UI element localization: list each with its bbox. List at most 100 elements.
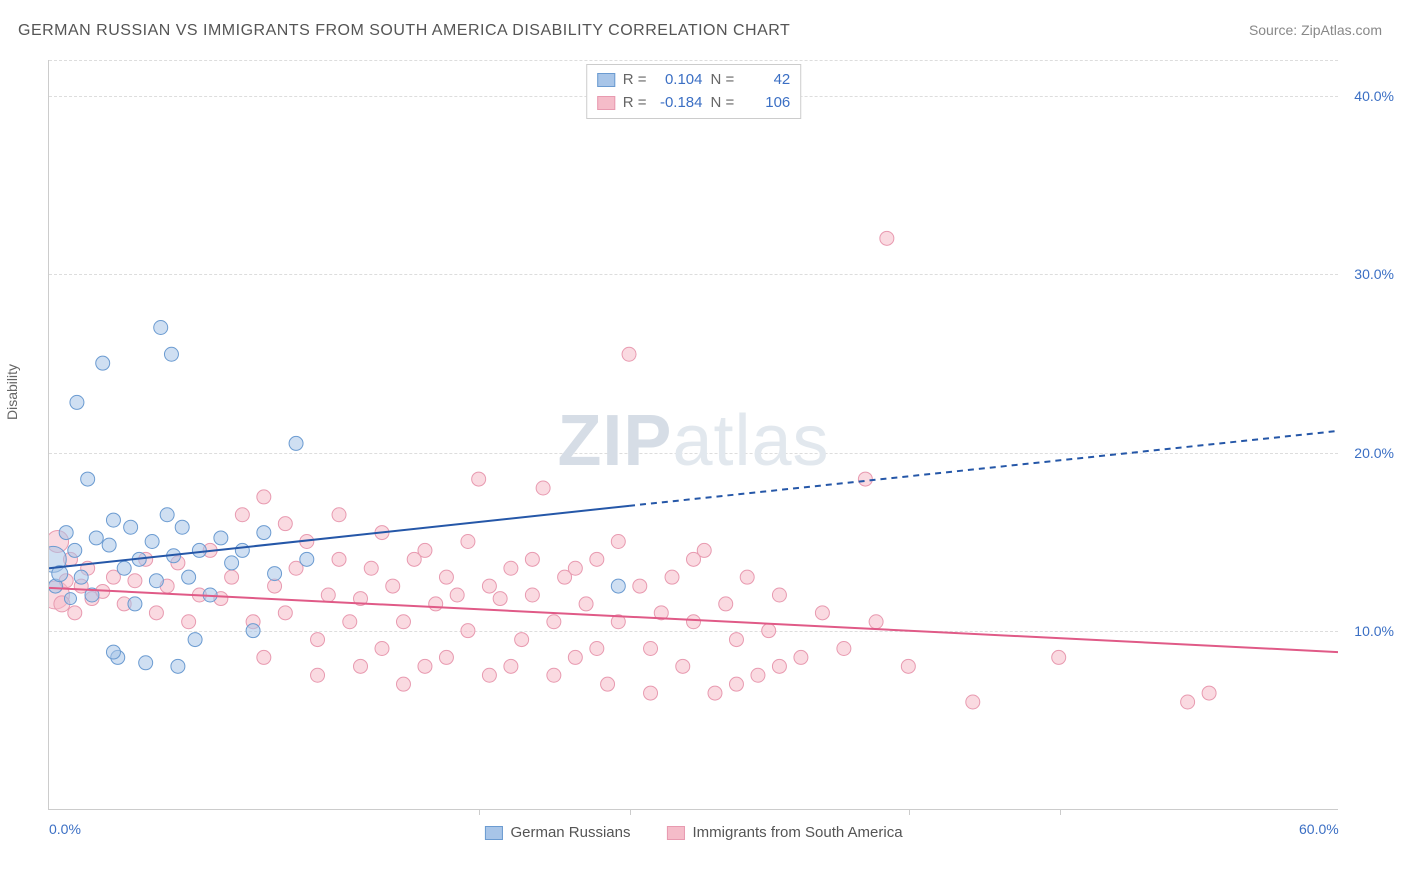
data-point <box>343 615 357 629</box>
legend-label-a: German Russians <box>510 824 630 841</box>
stat-n-label-a: N = <box>711 69 735 92</box>
data-point <box>966 695 980 709</box>
stat-r-label-b: R = <box>623 92 647 115</box>
legend-label-b: Immigrants from South America <box>692 824 902 841</box>
stats-row-b: R = -0.184 N = 106 <box>597 92 791 115</box>
legend-item-b: Immigrants from South America <box>666 824 902 841</box>
data-point <box>149 606 163 620</box>
stat-r-label-a: R = <box>623 69 647 92</box>
swatch-a-icon <box>597 73 615 87</box>
data-point <box>461 624 475 638</box>
data-point <box>579 597 593 611</box>
data-point <box>106 645 120 659</box>
data-point <box>687 615 701 629</box>
data-point <box>450 588 464 602</box>
data-point <box>149 574 163 588</box>
data-point <box>740 570 754 584</box>
data-point <box>70 395 84 409</box>
data-point <box>257 650 271 664</box>
trend-line <box>49 588 1338 652</box>
data-point <box>676 659 690 673</box>
data-point <box>192 543 206 557</box>
data-point <box>708 686 722 700</box>
data-point <box>182 615 196 629</box>
ytick-label: 40.0% <box>1354 88 1394 104</box>
xtick <box>909 809 910 815</box>
data-point <box>536 481 550 495</box>
data-point <box>375 642 389 656</box>
data-point <box>815 606 829 620</box>
data-point <box>418 543 432 557</box>
data-point <box>74 570 88 584</box>
stats-row-a: R = 0.104 N = 42 <box>597 69 791 92</box>
data-point <box>257 526 271 540</box>
data-point <box>633 579 647 593</box>
data-point <box>751 668 765 682</box>
scatter-svg <box>49 60 1338 809</box>
source-label: Source: ZipAtlas.com <box>1249 22 1382 38</box>
data-point <box>128 597 142 611</box>
data-point <box>687 552 701 566</box>
data-point <box>139 656 153 670</box>
data-point <box>622 347 636 361</box>
data-point <box>439 650 453 664</box>
data-point <box>568 561 582 575</box>
data-point <box>396 677 410 691</box>
data-point <box>278 606 292 620</box>
data-point <box>418 659 432 673</box>
data-point <box>68 543 82 557</box>
data-point <box>64 593 76 605</box>
data-point <box>525 552 539 566</box>
data-point <box>772 659 786 673</box>
ytick-label: 20.0% <box>1354 445 1394 461</box>
data-point <box>311 633 325 647</box>
data-point <box>869 615 883 629</box>
data-point <box>386 579 400 593</box>
y-axis-label: Disability <box>4 364 20 420</box>
chart-title: GERMAN RUSSIAN VS IMMIGRANTS FROM SOUTH … <box>18 22 790 40</box>
data-point <box>214 531 228 545</box>
data-point <box>547 615 561 629</box>
data-point <box>1052 650 1066 664</box>
data-point <box>901 659 915 673</box>
data-point <box>482 668 496 682</box>
xtick <box>1060 809 1061 815</box>
data-point <box>644 686 658 700</box>
data-point <box>96 356 110 370</box>
data-point <box>644 642 658 656</box>
data-point <box>429 597 443 611</box>
data-point <box>235 543 249 557</box>
data-point <box>354 659 368 673</box>
data-point <box>268 579 282 593</box>
data-point <box>235 508 249 522</box>
stat-n-value-a: 42 <box>742 69 790 92</box>
data-point <box>225 556 239 570</box>
stat-n-label-b: N = <box>711 92 735 115</box>
stat-r-value-b: -0.184 <box>655 92 703 115</box>
data-point <box>525 588 539 602</box>
data-point <box>482 579 496 593</box>
data-point <box>171 659 185 673</box>
legend-item-a: German Russians <box>484 824 630 841</box>
data-point <box>364 561 378 575</box>
data-point <box>68 606 82 620</box>
data-point <box>547 668 561 682</box>
data-point <box>175 520 189 534</box>
data-point <box>311 668 325 682</box>
data-point <box>117 561 131 575</box>
data-point <box>772 588 786 602</box>
data-point <box>729 677 743 691</box>
data-point <box>89 531 103 545</box>
data-point <box>794 650 808 664</box>
stats-box: R = 0.104 N = 42 R = -0.184 N = 106 <box>586 64 802 119</box>
data-point <box>590 552 604 566</box>
xtick <box>479 809 480 815</box>
data-point <box>1202 686 1216 700</box>
data-point <box>719 597 733 611</box>
data-point <box>880 231 894 245</box>
data-point <box>102 538 116 552</box>
data-point <box>246 624 260 638</box>
stat-r-value-a: 0.104 <box>655 69 703 92</box>
data-point <box>145 535 159 549</box>
legend-swatch-a-icon <box>484 826 502 840</box>
